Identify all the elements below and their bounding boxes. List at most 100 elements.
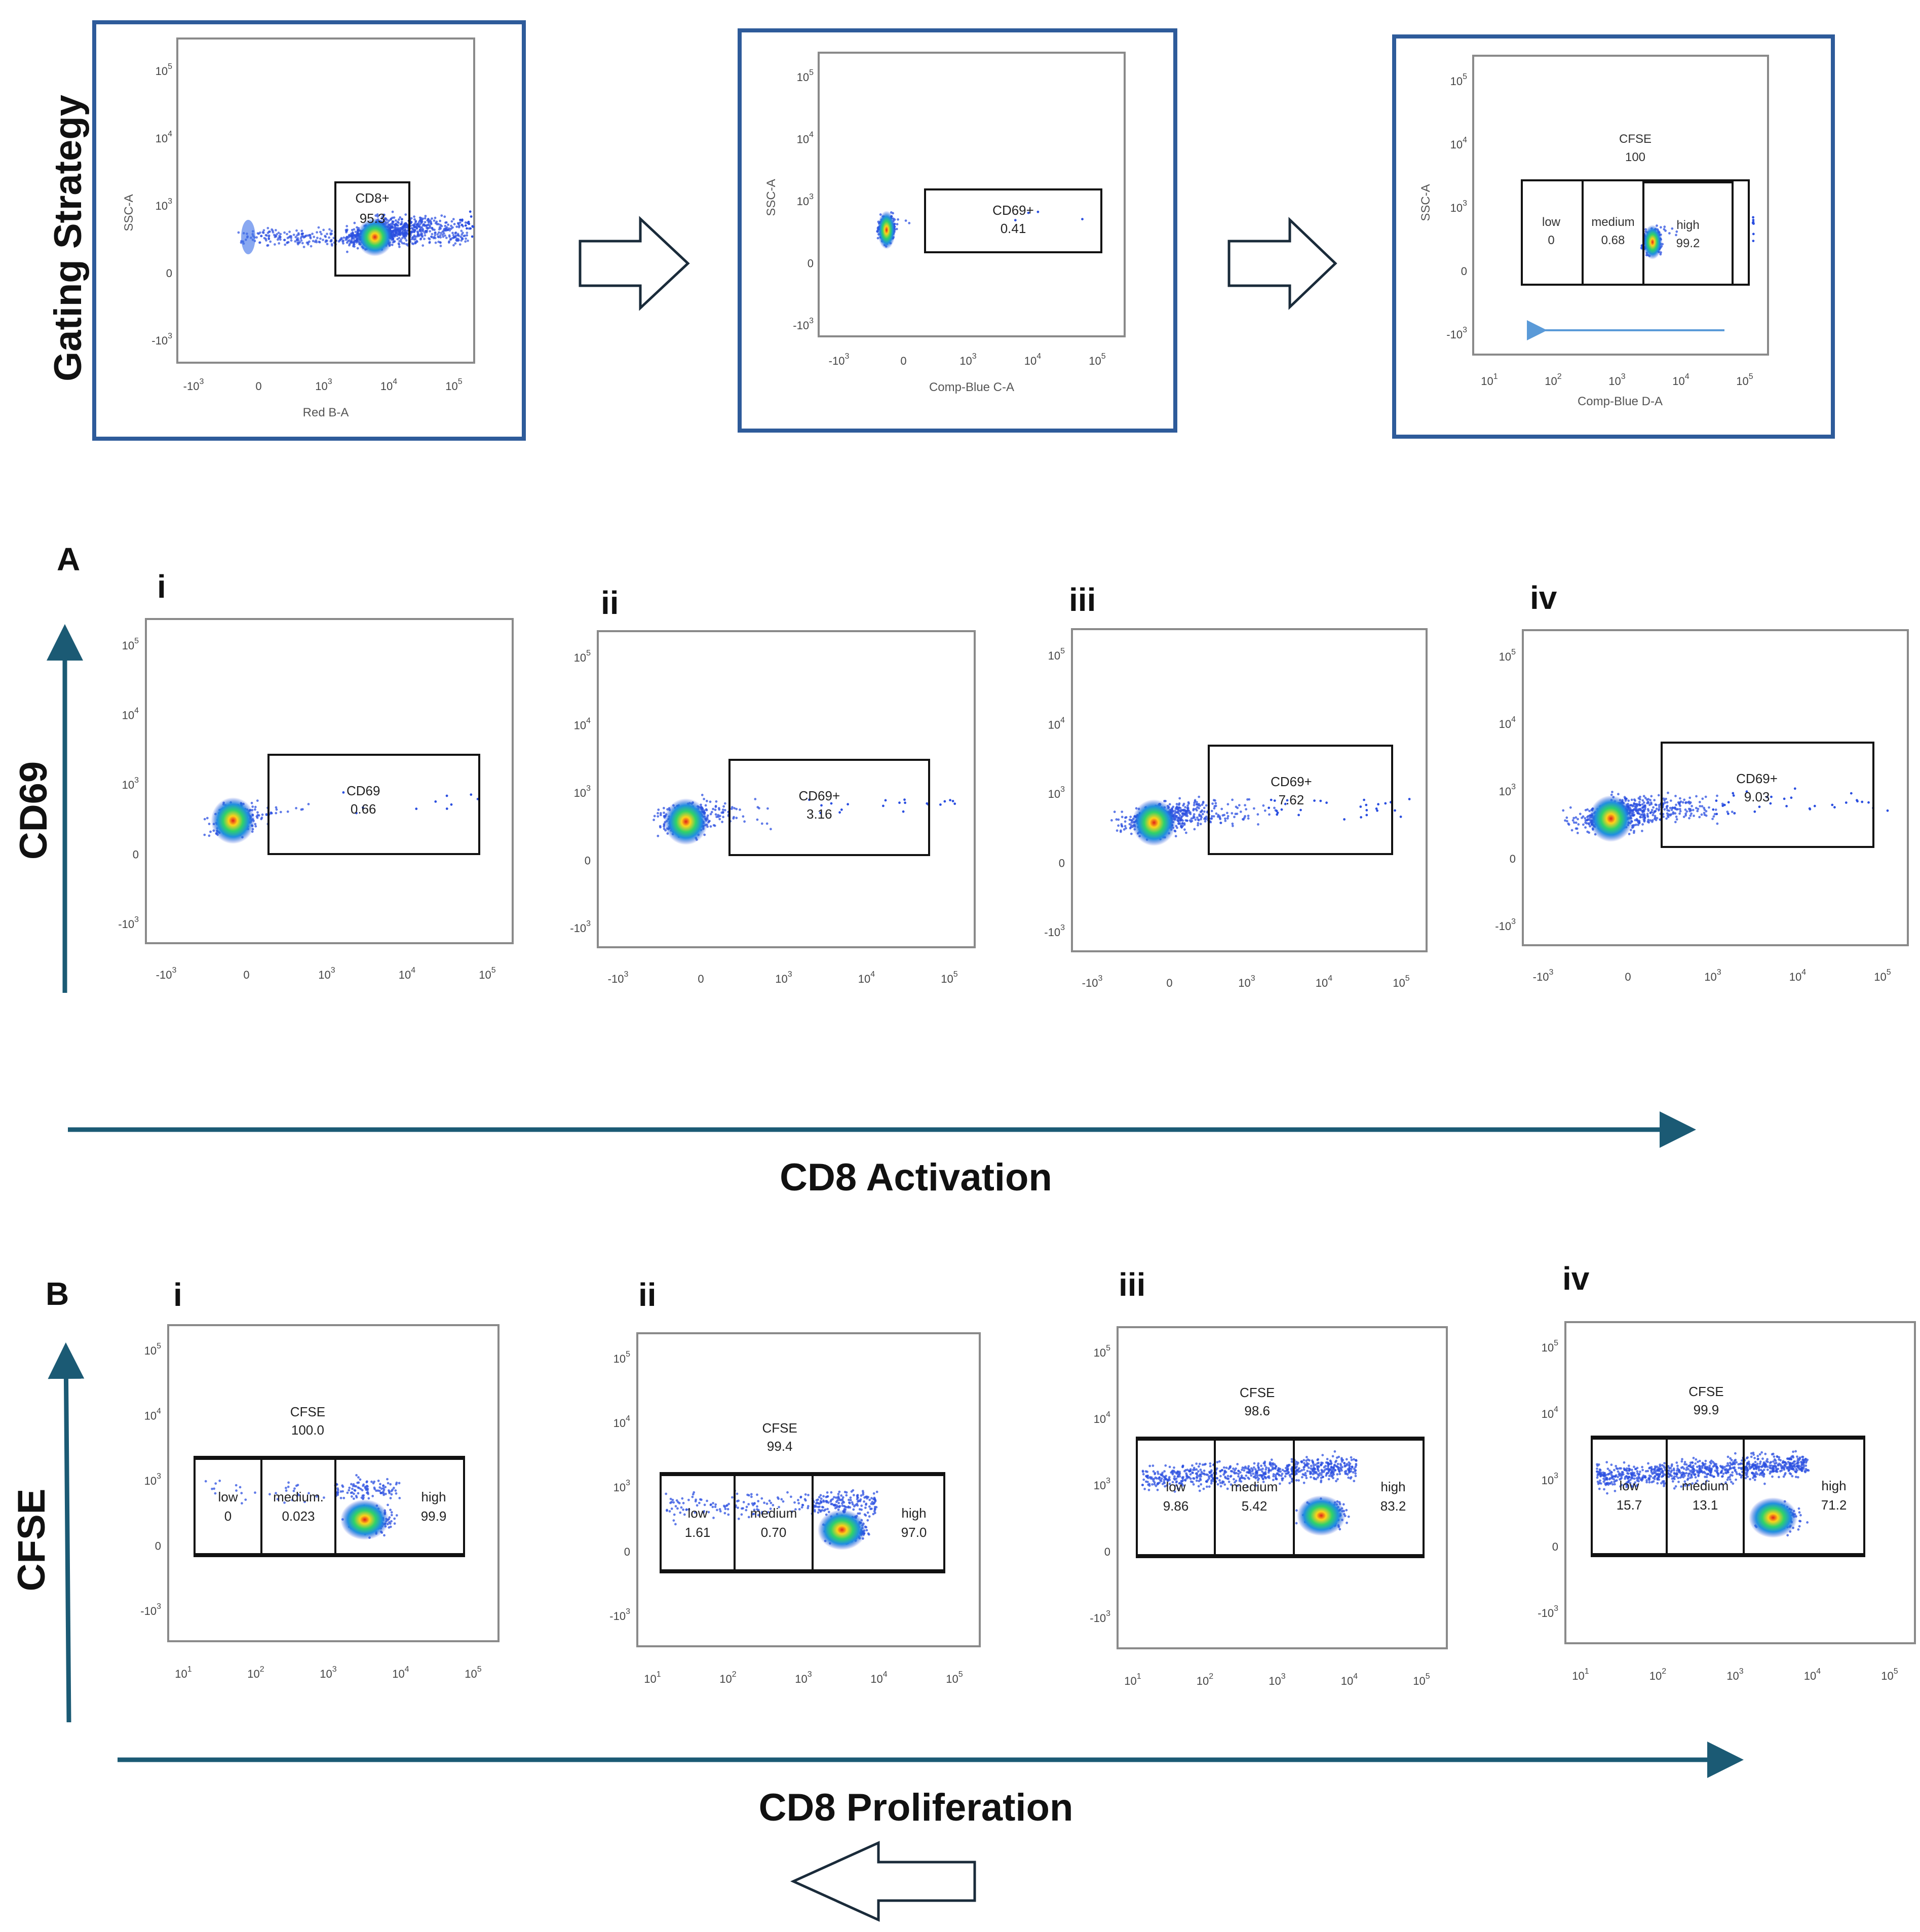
tick-label: 105 xyxy=(156,62,172,78)
plot-roman-label: ii xyxy=(601,585,619,621)
event-dot xyxy=(951,800,954,802)
event-dot xyxy=(277,231,280,234)
event-dot xyxy=(399,234,402,237)
event-dot xyxy=(345,228,349,231)
event-dot xyxy=(1200,810,1203,813)
gate-low-value: 0 xyxy=(224,1509,232,1524)
event-dot xyxy=(856,1502,858,1505)
plot-roman-label: ii xyxy=(638,1277,657,1313)
tick-label: 103 xyxy=(1704,968,1721,983)
event-dot xyxy=(413,226,416,229)
event-dot xyxy=(434,237,437,240)
event-dot xyxy=(818,1496,821,1499)
event-dot xyxy=(1633,798,1636,801)
event-dot xyxy=(765,1502,769,1505)
plot-roman-label: iv xyxy=(1530,579,1557,616)
event-dot xyxy=(897,218,899,221)
event-dot xyxy=(437,236,440,239)
event-dot xyxy=(1632,831,1635,834)
event-dot xyxy=(1564,819,1566,822)
event-dot xyxy=(294,236,297,239)
event-dot xyxy=(853,1494,855,1496)
event-dot xyxy=(1179,810,1182,813)
event-dot xyxy=(456,233,459,236)
event-dot xyxy=(754,798,757,800)
event-dot xyxy=(692,1493,695,1496)
tick-label: 102 xyxy=(247,1665,264,1680)
event-dot xyxy=(1642,805,1645,808)
event-dot xyxy=(276,233,278,236)
event-dot xyxy=(214,1482,217,1485)
scatter-points xyxy=(876,210,1084,249)
event-dot xyxy=(1185,831,1187,834)
event-dot xyxy=(1617,793,1620,796)
event-dot xyxy=(1685,810,1688,813)
tick-label: 0 xyxy=(1166,977,1172,989)
event-dot xyxy=(206,817,209,820)
event-dot xyxy=(1665,807,1668,809)
event-dot xyxy=(413,229,416,232)
event-dot xyxy=(441,233,444,236)
tick-label: 104 xyxy=(1450,136,1467,151)
event-dot xyxy=(1669,799,1672,802)
event-dot xyxy=(1714,808,1717,811)
event-dot xyxy=(374,214,377,217)
event-dot xyxy=(455,239,458,242)
event-dot xyxy=(421,228,425,231)
tick-label: 105 xyxy=(574,649,591,664)
event-dot xyxy=(750,1493,753,1496)
event-dot xyxy=(1721,804,1724,807)
event-dot xyxy=(1586,830,1589,833)
event-dot xyxy=(463,235,465,238)
event-dot xyxy=(392,220,395,223)
event-dot xyxy=(279,236,282,239)
event-dot xyxy=(292,234,295,236)
event-dot xyxy=(1716,822,1719,825)
event-dot xyxy=(1658,809,1660,812)
event-dot xyxy=(868,1505,871,1508)
event-dot xyxy=(860,1504,863,1507)
event-dot xyxy=(1253,807,1255,810)
event-dot xyxy=(1688,796,1692,799)
event-dot xyxy=(345,225,349,227)
event-dot xyxy=(352,241,355,244)
event-dot xyxy=(953,802,956,805)
event-dot xyxy=(430,235,433,238)
event-dot xyxy=(1586,819,1589,822)
event-dot xyxy=(663,806,665,809)
event-dot xyxy=(1705,814,1708,817)
event-dot xyxy=(265,813,268,816)
event-dot xyxy=(1577,818,1579,821)
event-dot xyxy=(401,237,404,239)
event-dot xyxy=(1770,795,1773,798)
event-dot xyxy=(718,818,721,821)
event-dot xyxy=(1675,818,1678,821)
gating-panel-3: CFSE 100 low 0 medium 0.68 high 99.2 101… xyxy=(1392,34,1835,439)
plot-area xyxy=(167,1324,500,1642)
event-dot xyxy=(1239,810,1242,813)
event-dot xyxy=(425,224,428,227)
event-dot xyxy=(1696,809,1699,813)
event-dot xyxy=(445,794,448,797)
event-dot xyxy=(256,232,259,235)
gate-value: 3.16 xyxy=(807,806,832,822)
event-dot xyxy=(837,1493,840,1495)
event-dot xyxy=(865,1502,868,1505)
event-dot xyxy=(1130,832,1133,835)
event-dot xyxy=(742,815,745,818)
event-dot xyxy=(1216,815,1219,818)
event-dot xyxy=(1236,813,1239,815)
event-dot xyxy=(711,1505,714,1509)
event-dot xyxy=(454,234,457,237)
event-dot xyxy=(743,820,746,823)
event-dot xyxy=(872,1513,875,1516)
event-dot xyxy=(399,216,402,219)
event-dot xyxy=(326,243,329,246)
event-dot xyxy=(1394,809,1396,812)
event-dot xyxy=(452,244,455,247)
event-dot xyxy=(1177,812,1180,815)
population-density xyxy=(664,798,708,845)
